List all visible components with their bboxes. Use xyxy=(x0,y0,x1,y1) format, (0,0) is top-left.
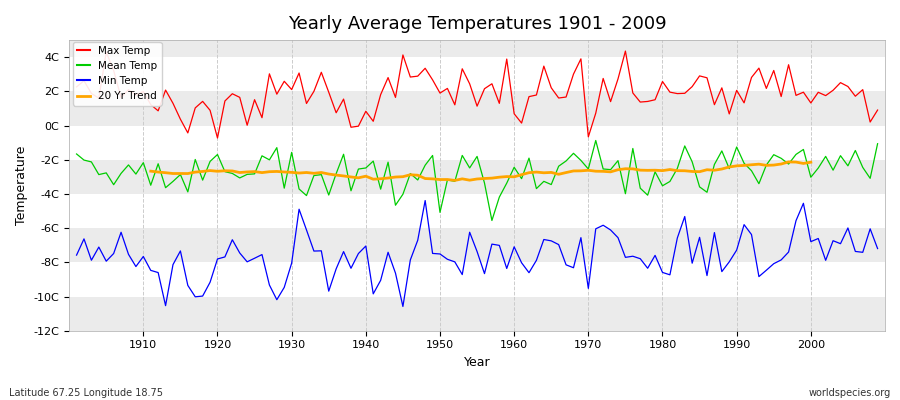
Bar xyxy=(69,296,885,331)
Bar xyxy=(69,262,885,296)
Bar xyxy=(69,40,885,57)
Bar xyxy=(69,194,885,228)
X-axis label: Year: Year xyxy=(464,356,490,369)
Title: Yearly Average Temperatures 1901 - 2009: Yearly Average Temperatures 1901 - 2009 xyxy=(288,15,666,33)
Text: Latitude 67.25 Longitude 18.75: Latitude 67.25 Longitude 18.75 xyxy=(9,388,163,398)
Bar xyxy=(69,91,885,126)
Text: worldspecies.org: worldspecies.org xyxy=(809,388,891,398)
Bar xyxy=(69,228,885,262)
Bar xyxy=(69,160,885,194)
Bar xyxy=(69,57,885,91)
Legend: Max Temp, Mean Temp, Min Temp, 20 Yr Trend: Max Temp, Mean Temp, Min Temp, 20 Yr Tre… xyxy=(73,42,161,106)
Bar xyxy=(69,126,885,160)
Y-axis label: Temperature: Temperature xyxy=(15,146,28,225)
